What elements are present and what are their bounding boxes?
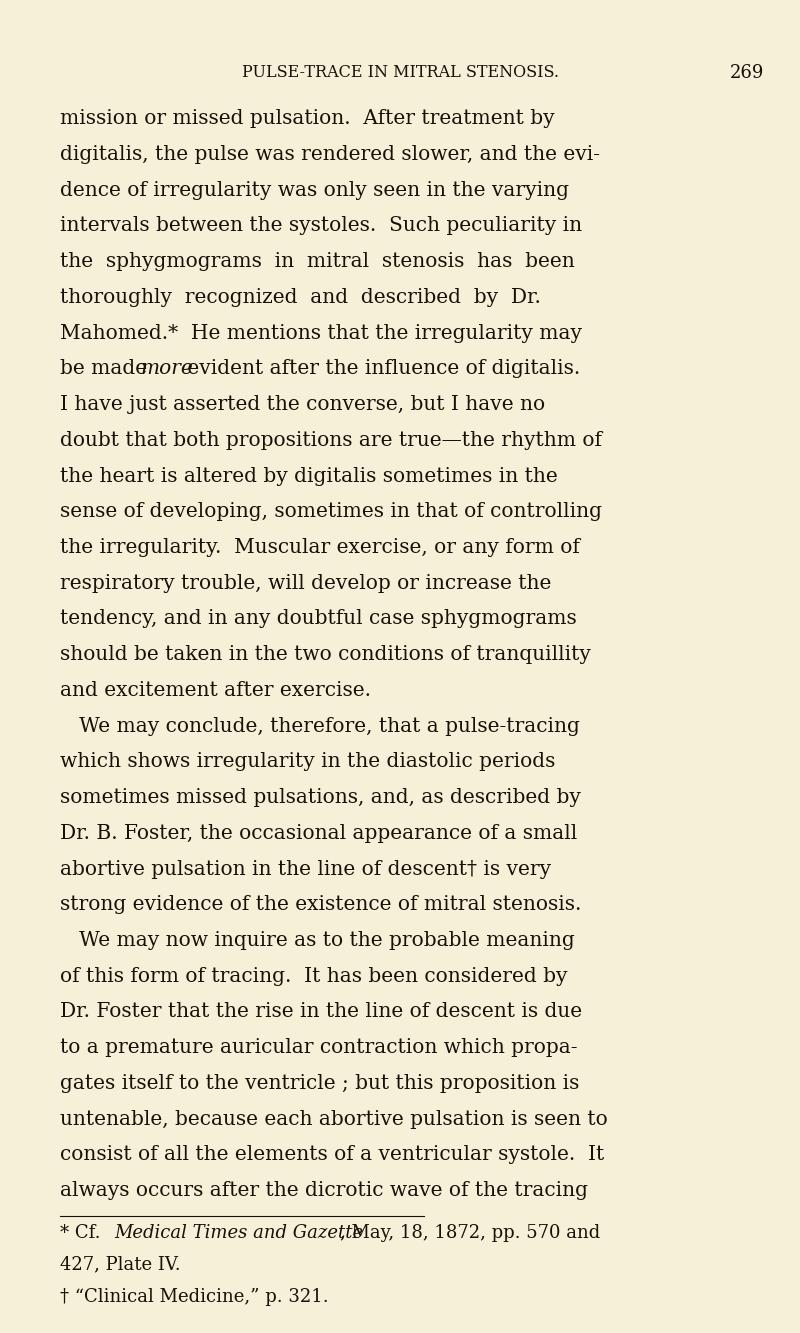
Text: , May, 18, 1872, pp. 570 and: , May, 18, 1872, pp. 570 and bbox=[340, 1224, 600, 1242]
Text: the  sphygmograms  in  mitral  stenosis  has  been: the sphygmograms in mitral stenosis has … bbox=[60, 252, 574, 271]
Text: Dr. Foster that the rise in the line of descent is due: Dr. Foster that the rise in the line of … bbox=[60, 1002, 582, 1021]
Text: and excitement after exercise.: and excitement after exercise. bbox=[60, 681, 371, 700]
Text: tendency, and in any doubtful case sphygmograms: tendency, and in any doubtful case sphyg… bbox=[60, 609, 577, 628]
Text: always occurs after the dicrotic wave of the tracing: always occurs after the dicrotic wave of… bbox=[60, 1181, 588, 1200]
Text: * Cf.: * Cf. bbox=[60, 1224, 106, 1242]
Text: dence of irregularity was only seen in the varying: dence of irregularity was only seen in t… bbox=[60, 181, 569, 200]
Text: gates itself to the ventricle ; but this proposition is: gates itself to the ventricle ; but this… bbox=[60, 1074, 579, 1093]
Text: consist of all the elements of a ventricular systole.  It: consist of all the elements of a ventric… bbox=[60, 1145, 604, 1164]
Text: of this form of tracing.  It has been considered by: of this form of tracing. It has been con… bbox=[60, 966, 567, 985]
Text: Mahomed.*  He mentions that the irregularity may: Mahomed.* He mentions that the irregular… bbox=[60, 324, 582, 343]
Text: abortive pulsation in the line of descent† is very: abortive pulsation in the line of descen… bbox=[60, 860, 551, 878]
Text: to a premature auricular contraction which propa-: to a premature auricular contraction whi… bbox=[60, 1038, 578, 1057]
Text: We may conclude, therefore, that a pulse-tracing: We may conclude, therefore, that a pulse… bbox=[60, 717, 580, 736]
Text: evident after the influence of digitalis.: evident after the influence of digitalis… bbox=[181, 360, 580, 379]
Text: doubt that both propositions are true—the rhythm of: doubt that both propositions are true—th… bbox=[60, 431, 602, 449]
Text: more: more bbox=[141, 360, 194, 379]
Text: the irregularity.  Muscular exercise, or any form of: the irregularity. Muscular exercise, or … bbox=[60, 539, 580, 557]
Text: digitalis, the pulse was rendered slower, and the evi-: digitalis, the pulse was rendered slower… bbox=[60, 145, 600, 164]
Text: Medical Times and Gazette: Medical Times and Gazette bbox=[114, 1224, 363, 1242]
Text: be made: be made bbox=[60, 360, 154, 379]
Text: 427, Plate IV.: 427, Plate IV. bbox=[60, 1256, 181, 1274]
Text: sense of developing, sometimes in that of controlling: sense of developing, sometimes in that o… bbox=[60, 503, 602, 521]
Text: I have just asserted the converse, but I have no: I have just asserted the converse, but I… bbox=[60, 395, 545, 415]
Text: We may now inquire as to the probable meaning: We may now inquire as to the probable me… bbox=[60, 930, 574, 950]
Text: should be taken in the two conditions of tranquillity: should be taken in the two conditions of… bbox=[60, 645, 591, 664]
Text: respiratory trouble, will develop or increase the: respiratory trouble, will develop or inc… bbox=[60, 573, 551, 593]
Text: intervals between the systoles.  Such peculiarity in: intervals between the systoles. Such pec… bbox=[60, 216, 582, 236]
Text: mission or missed pulsation.  After treatment by: mission or missed pulsation. After treat… bbox=[60, 109, 554, 128]
Text: PULSE-TRACE IN MITRAL STENOSIS.: PULSE-TRACE IN MITRAL STENOSIS. bbox=[242, 64, 558, 81]
Text: Dr. B. Foster, the occasional appearance of a small: Dr. B. Foster, the occasional appearance… bbox=[60, 824, 578, 842]
Text: sometimes missed pulsations, and, as described by: sometimes missed pulsations, and, as des… bbox=[60, 788, 581, 806]
Text: thoroughly  recognized  and  described  by  Dr.: thoroughly recognized and described by D… bbox=[60, 288, 541, 307]
Text: strong evidence of the existence of mitral stenosis.: strong evidence of the existence of mitr… bbox=[60, 896, 582, 914]
Text: the heart is altered by digitalis sometimes in the: the heart is altered by digitalis someti… bbox=[60, 467, 558, 485]
Text: untenable, because each abortive pulsation is seen to: untenable, because each abortive pulsati… bbox=[60, 1109, 608, 1129]
Text: 269: 269 bbox=[730, 64, 764, 83]
Text: which shows irregularity in the diastolic periods: which shows irregularity in the diastoli… bbox=[60, 752, 555, 772]
Text: † “Clinical Medicine,” p. 321.: † “Clinical Medicine,” p. 321. bbox=[60, 1288, 329, 1306]
